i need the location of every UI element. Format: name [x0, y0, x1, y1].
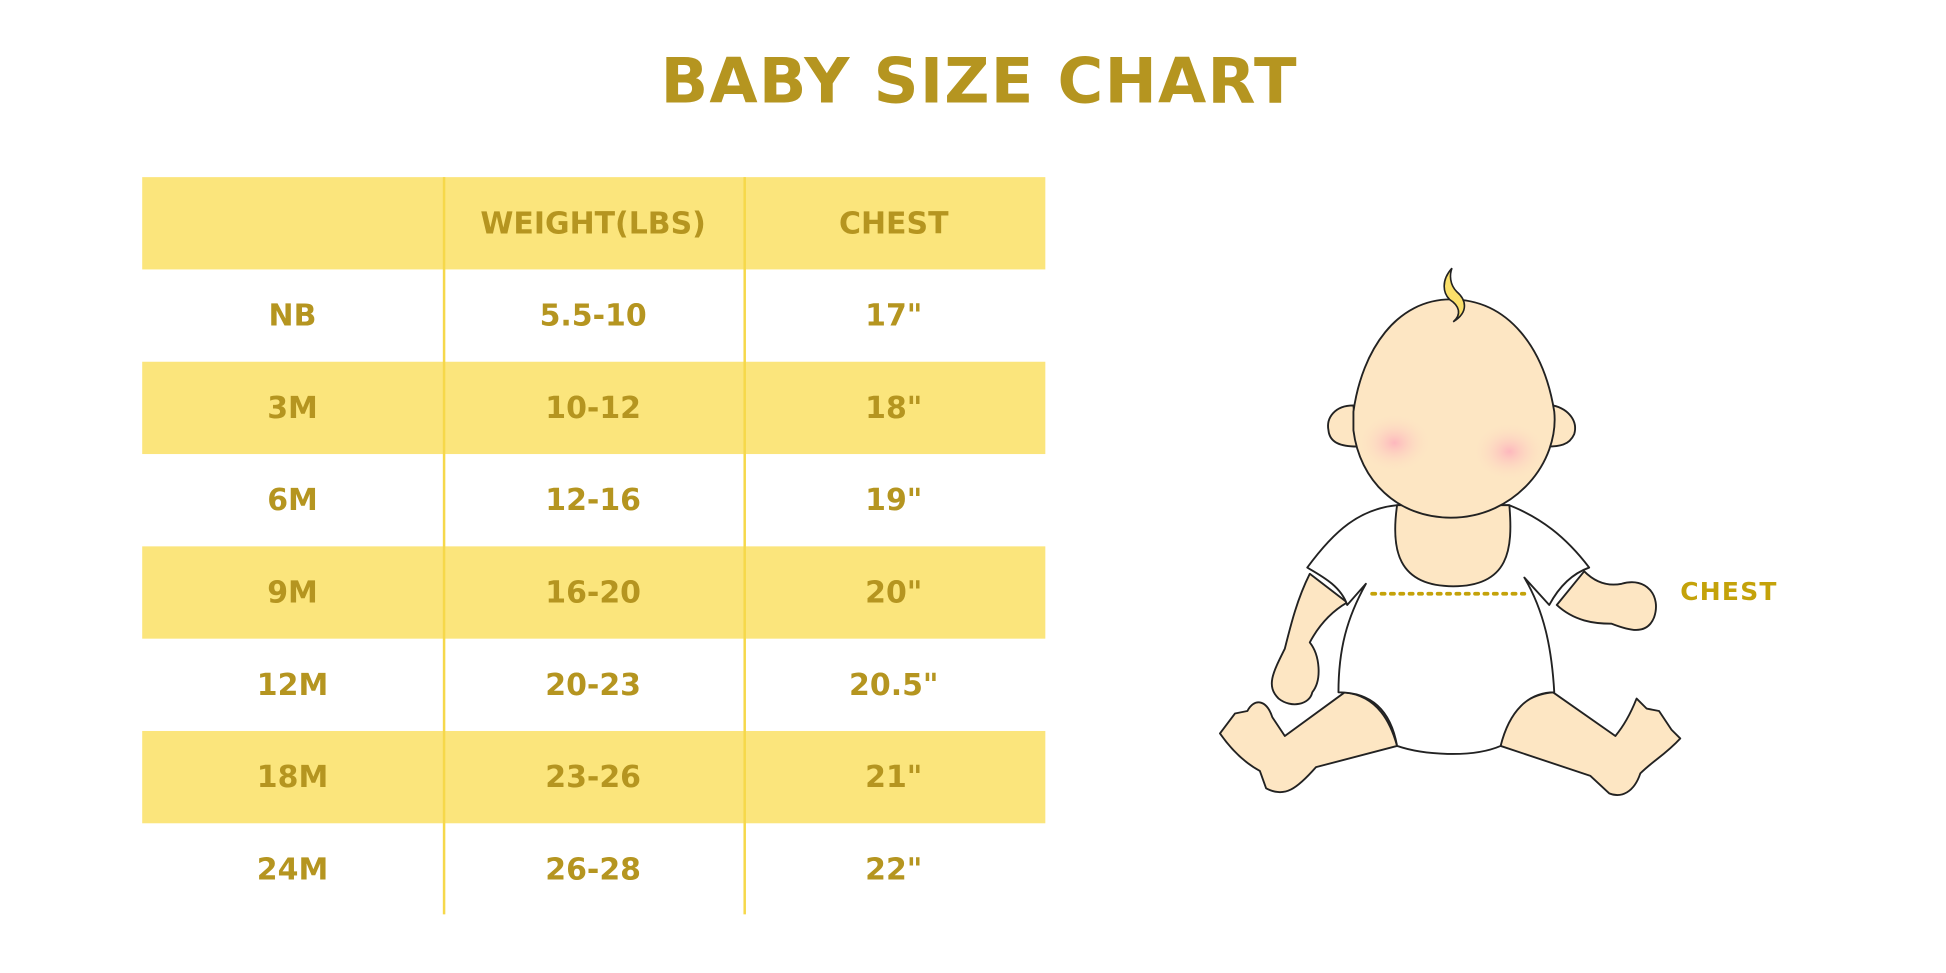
header-cell: CHEST — [839, 205, 949, 241]
size-cell: 9M — [267, 575, 318, 610]
size-cell: 12M — [256, 667, 329, 703]
chest-cell: 20" — [865, 575, 923, 610]
table-row: 6M 12-16 19" — [142, 454, 1045, 546]
chest-cell: 21" — [865, 759, 923, 795]
weight-cell: 10-12 — [545, 390, 642, 426]
table-row: 24M 26-28 22" — [142, 823, 1045, 915]
table-header: WEIGHT(LBS) CHEST — [142, 177, 1046, 270]
weight-cell: 26-28 — [545, 851, 642, 887]
left-cheek — [1357, 412, 1433, 473]
left-ear — [1327, 404, 1359, 448]
right-cheek — [1471, 421, 1547, 482]
size-cell: 18M — [256, 759, 329, 795]
onesie — [1306, 504, 1591, 755]
table-row: NB 5.5-10 17" — [142, 269, 1045, 361]
table-row: 3M 10-12 18" — [142, 361, 1046, 455]
chest-cell: 18" — [865, 390, 923, 426]
table-row: 12M 20-23 20.5" — [142, 639, 1045, 731]
weight-cell: 20-23 — [545, 667, 642, 703]
left-arm — [1270, 572, 1349, 706]
neck — [1394, 504, 1512, 588]
chest-cell: 22" — [865, 851, 923, 887]
left-leg — [1219, 691, 1399, 794]
table-row: 9M 16-20 20" — [142, 546, 1046, 639]
chest-cell: 19" — [865, 482, 923, 518]
weight-cell: 12-16 — [545, 482, 642, 518]
weight-cell: 5.5-10 — [539, 298, 647, 334]
size-cell: 3M — [267, 390, 318, 426]
header-cell: WEIGHT(LBS) — [480, 205, 706, 241]
head — [1352, 298, 1556, 519]
page-title: BABY SIZE CHART — [660, 44, 1298, 118]
chest-label: CHEST — [1680, 576, 1778, 607]
chest-cell: 17" — [865, 298, 923, 334]
right-leg — [1499, 691, 1682, 796]
weight-cell: 23-26 — [545, 759, 642, 795]
chest-cell: 20.5" — [849, 667, 939, 703]
right-arm — [1555, 570, 1657, 631]
size-table: WEIGHT(LBS) CHEST NB 5.5-10 17" 3M 10-12 18" 6… — [142, 177, 1046, 915]
size-cell: 24M — [256, 851, 329, 887]
table-row: 18M 23-26 21" — [142, 730, 1046, 824]
weight-cell: 16-20 — [545, 575, 642, 610]
column-divider — [743, 177, 746, 915]
hair-tuft — [1443, 267, 1466, 323]
column-divider — [442, 177, 445, 915]
size-cell: NB — [268, 298, 317, 334]
size-cell: 6M — [267, 482, 318, 518]
